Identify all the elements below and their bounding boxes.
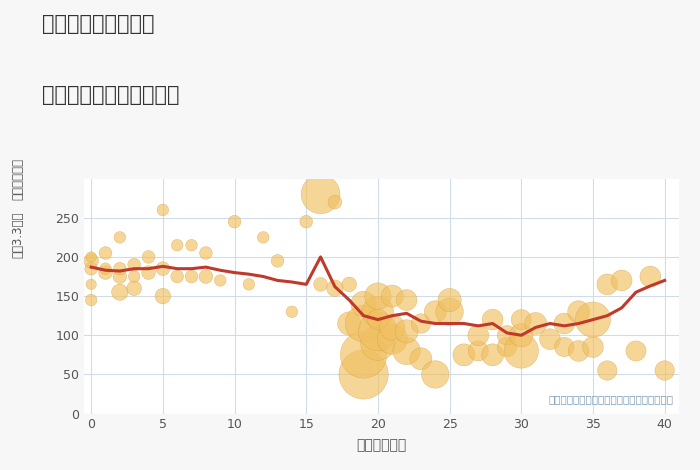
Point xyxy=(329,284,340,292)
Point xyxy=(559,320,570,327)
Point xyxy=(186,273,197,280)
Point xyxy=(200,249,211,257)
Point xyxy=(415,355,426,362)
Point xyxy=(172,273,183,280)
Point xyxy=(229,218,240,226)
Point xyxy=(114,273,125,280)
Point xyxy=(458,351,470,359)
Point xyxy=(85,257,97,265)
Point xyxy=(358,371,369,378)
Text: 東京都立川市錦町の: 東京都立川市錦町の xyxy=(42,14,155,34)
Point xyxy=(158,206,169,214)
Point xyxy=(473,347,484,355)
Text: 円の大きさは、取引のあった物件面積を示す: 円の大きさは、取引のあった物件面積を示す xyxy=(548,394,673,404)
Point xyxy=(372,339,384,347)
Point xyxy=(573,347,584,355)
Text: 単価（万円）: 単価（万円） xyxy=(11,157,24,200)
Point xyxy=(200,273,211,280)
Point xyxy=(300,218,312,226)
Point xyxy=(85,253,97,261)
Point xyxy=(158,265,169,273)
Point xyxy=(516,331,527,339)
Point xyxy=(473,331,484,339)
Point xyxy=(114,234,125,241)
Point xyxy=(272,257,284,265)
Point xyxy=(401,328,412,335)
Point xyxy=(258,234,269,241)
Point xyxy=(487,316,498,323)
Point xyxy=(545,336,556,343)
Point xyxy=(430,308,441,315)
Point xyxy=(186,242,197,249)
Point xyxy=(559,343,570,351)
Point xyxy=(386,324,398,331)
Point xyxy=(358,320,369,327)
Point xyxy=(114,289,125,296)
Point xyxy=(344,281,355,288)
Point xyxy=(329,198,340,206)
Point xyxy=(444,296,455,304)
Point xyxy=(286,308,297,315)
Point xyxy=(587,343,598,351)
Point xyxy=(85,265,97,273)
Point xyxy=(158,292,169,300)
Point xyxy=(372,316,384,323)
Point xyxy=(129,273,140,280)
Point xyxy=(602,281,613,288)
Point xyxy=(631,347,642,355)
Point xyxy=(344,320,355,327)
Point xyxy=(315,190,326,198)
Point xyxy=(114,265,125,273)
Point xyxy=(215,277,226,284)
Point xyxy=(430,371,441,378)
Point xyxy=(501,331,512,339)
Point xyxy=(358,300,369,308)
Point xyxy=(85,296,97,304)
Point xyxy=(602,367,613,374)
Point xyxy=(372,308,384,315)
Point xyxy=(100,265,111,273)
Point xyxy=(386,292,398,300)
Point xyxy=(444,308,455,315)
Point xyxy=(358,351,369,359)
Point xyxy=(415,320,426,327)
Point xyxy=(401,296,412,304)
Point xyxy=(386,336,398,343)
Point xyxy=(372,328,384,335)
Point xyxy=(129,261,140,268)
Point xyxy=(587,316,598,323)
Point xyxy=(172,242,183,249)
Point xyxy=(100,249,111,257)
Point xyxy=(401,347,412,355)
Point xyxy=(100,269,111,276)
Point xyxy=(143,253,154,261)
Point xyxy=(244,281,255,288)
Point xyxy=(372,292,384,300)
Text: 築年数別中古戸建て価格: 築年数別中古戸建て価格 xyxy=(42,85,179,105)
Point xyxy=(501,343,512,351)
Text: 坪（3.3㎡）: 坪（3.3㎡） xyxy=(11,212,24,258)
Point xyxy=(516,347,527,355)
Point xyxy=(487,351,498,359)
Point xyxy=(315,281,326,288)
Point xyxy=(616,277,627,284)
Point xyxy=(143,269,154,276)
Point xyxy=(573,308,584,315)
Point xyxy=(645,273,656,280)
Point xyxy=(530,320,541,327)
Point xyxy=(85,281,97,288)
Point xyxy=(659,367,671,374)
Point xyxy=(129,284,140,292)
Point xyxy=(516,316,527,323)
X-axis label: 築年数（年）: 築年数（年） xyxy=(356,439,407,453)
